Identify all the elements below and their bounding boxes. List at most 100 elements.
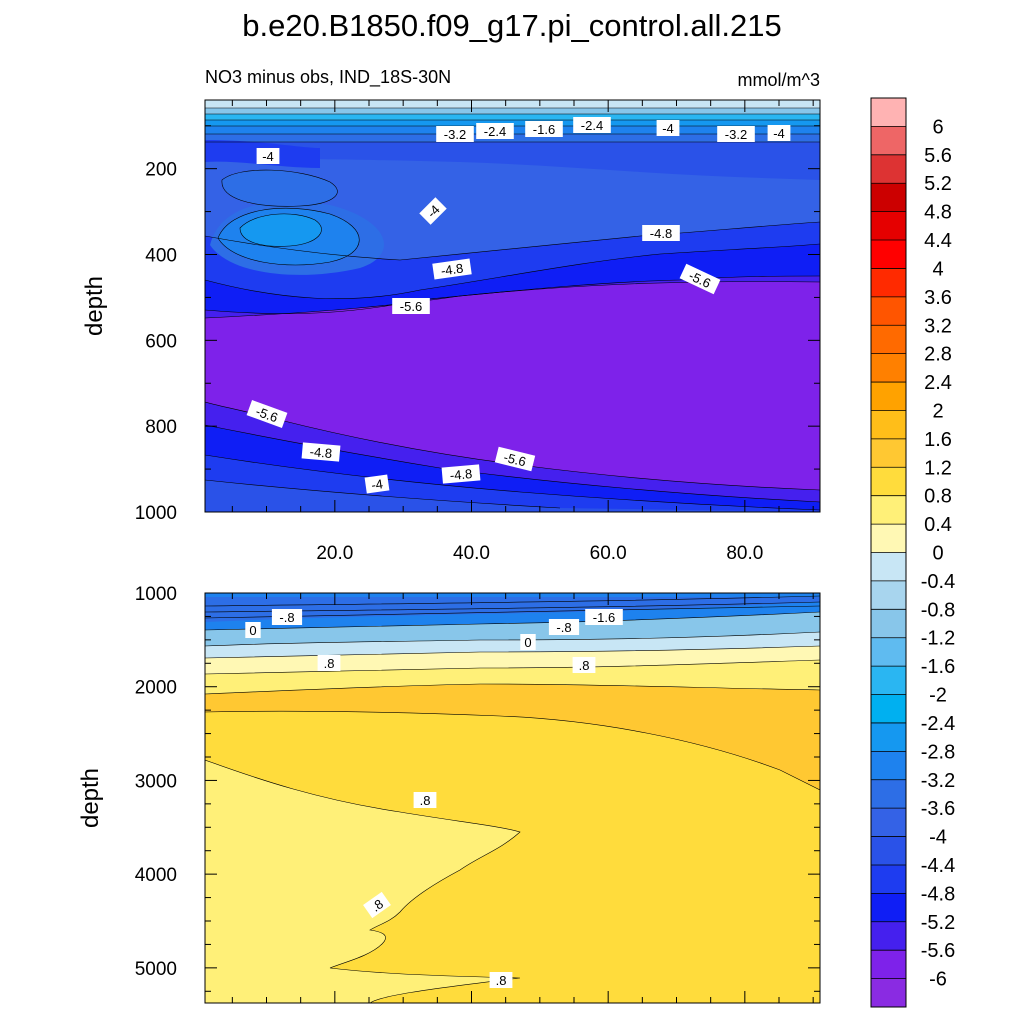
top-y-axis-label: depth bbox=[81, 276, 108, 336]
y-tick-label: 5000 bbox=[135, 959, 177, 980]
contour-label: -4 bbox=[256, 148, 280, 164]
colorbar-label: 5.2 bbox=[924, 173, 952, 195]
contour-label-box bbox=[520, 634, 536, 650]
x-tick-label: 60.0 bbox=[590, 543, 627, 564]
y-tick-label: 400 bbox=[145, 246, 177, 267]
contour-label-text: -2.4 bbox=[484, 124, 506, 139]
colorbar-label: -0.8 bbox=[921, 599, 955, 621]
top-x-tick-labels: 20.0 40.0 60.0 80.0 bbox=[316, 543, 763, 564]
colorbar-label: -2.4 bbox=[921, 713, 955, 735]
y-tick-label: 1000 bbox=[135, 584, 177, 605]
contour-label-box bbox=[548, 619, 580, 635]
contour-label-text: -.8 bbox=[556, 620, 571, 635]
contour-label-text: -1.6 bbox=[533, 122, 555, 137]
colorbar-label: -3.6 bbox=[921, 798, 955, 820]
x-tick-label: 40.0 bbox=[453, 543, 490, 564]
contour-label-text: -4 bbox=[662, 121, 674, 136]
fill-level-m04 bbox=[205, 632, 820, 658]
contour-label-text: -4.8 bbox=[650, 226, 672, 241]
contour-label-text: 0 bbox=[524, 635, 531, 650]
contour-label-box bbox=[301, 442, 341, 462]
fill-patch-m28 bbox=[240, 213, 322, 247]
contour-label: 0 bbox=[520, 634, 536, 650]
contour-label: .8 bbox=[413, 792, 437, 808]
colorbar-swatch bbox=[871, 893, 906, 923]
colorbar-label: -0.4 bbox=[921, 571, 955, 593]
y-tick-label: 4000 bbox=[135, 865, 177, 886]
fill-patch-m36-a bbox=[221, 170, 338, 207]
colorbar-swatch bbox=[871, 637, 906, 667]
colorbar-label: 1.2 bbox=[924, 457, 952, 479]
colorbar-swatch bbox=[871, 836, 906, 866]
colorbar-label: 1.6 bbox=[924, 429, 952, 451]
colorbar-frame bbox=[870, 97, 907, 1008]
x-tick-label: 80.0 bbox=[726, 543, 763, 564]
contour-label: -4.8 bbox=[642, 225, 680, 241]
contour-label: 0 bbox=[245, 622, 261, 638]
colorbar-swatch bbox=[871, 580, 906, 610]
contour-label-box bbox=[489, 972, 513, 988]
colorbar-label: 0.4 bbox=[924, 514, 952, 536]
contour-label-text: -4.8 bbox=[309, 444, 333, 461]
contour-label-box bbox=[392, 298, 430, 314]
contour-label-box bbox=[413, 792, 437, 808]
y-tick-label: 200 bbox=[145, 160, 177, 181]
colorbar-label: -6 bbox=[929, 969, 947, 991]
colorbar-swatch bbox=[871, 524, 906, 553]
top-y-tick-labels: 200 400 600 800 1000 bbox=[135, 160, 177, 524]
colorbar-label: 0.8 bbox=[924, 486, 952, 508]
colorbar-swatch bbox=[871, 382, 906, 411]
contour-label-box bbox=[441, 464, 481, 484]
colorbar-label: -2.8 bbox=[921, 741, 955, 763]
contour-label-text: -5.6 bbox=[254, 404, 280, 426]
y-tick-label: 800 bbox=[145, 417, 177, 438]
colorbar-swatch bbox=[871, 98, 906, 127]
contour-label: .8 bbox=[489, 972, 513, 988]
contour-label: -4 bbox=[364, 474, 390, 494]
contour-label-text: -.8 bbox=[279, 610, 294, 625]
x-tick-label: 20.0 bbox=[316, 543, 353, 564]
contour-label-text: -4 bbox=[370, 476, 384, 492]
contour-label: -5.6 bbox=[392, 298, 430, 314]
contour-label-box bbox=[656, 120, 680, 136]
colorbar-swatch bbox=[871, 296, 906, 326]
contour-label: -3.2 bbox=[436, 126, 474, 142]
contour-label: -3.2 bbox=[717, 126, 755, 142]
fill-level-m44-upper bbox=[205, 142, 820, 180]
contour-label: -1.6 bbox=[585, 609, 623, 625]
colorbar-label: 3.2 bbox=[924, 315, 952, 337]
contour-label: -5.6 bbox=[494, 446, 536, 472]
contour-label-box bbox=[572, 657, 596, 673]
colorbar-label: 2 bbox=[932, 400, 943, 422]
colorbar-swatch bbox=[871, 154, 906, 184]
colorbar-label: 2.4 bbox=[924, 372, 952, 394]
colorbar-swatch bbox=[871, 552, 906, 582]
top-axis-ticks bbox=[205, 100, 820, 513]
contour-label-box bbox=[245, 622, 261, 638]
colorbar-swatch bbox=[871, 808, 906, 838]
colorbar-swatch bbox=[871, 722, 906, 752]
chart-title: b.e20.B1850.f09_g17.pi_control.all.215 bbox=[242, 8, 782, 43]
top-contour-labels: -4 -3.2 -2.4 -1.6 -2.4 -4 -3.2 -4 -4 -4.8 -4.8 -5.6… bbox=[246, 117, 791, 494]
contour-label: -2.4 bbox=[476, 123, 514, 139]
colorbar-swatch bbox=[871, 126, 906, 156]
contour-label-text: -1.6 bbox=[593, 610, 615, 625]
bottom-contour-fill bbox=[205, 593, 820, 1003]
colorbar-swatch bbox=[871, 978, 906, 1008]
colorbar-swatch bbox=[871, 240, 906, 269]
contour-label-box bbox=[642, 225, 680, 241]
colorbar-label: -1.2 bbox=[921, 628, 955, 650]
fill-level-m04 bbox=[205, 100, 820, 108]
colorbar-swatch bbox=[871, 950, 906, 980]
contour-label-box bbox=[476, 123, 514, 139]
fill-level-12 bbox=[205, 684, 820, 790]
contour-label-box bbox=[717, 126, 755, 142]
contour-label: -4.8 bbox=[432, 258, 472, 280]
colorbar-label: -1.6 bbox=[921, 656, 955, 678]
colorbar-label: -3.2 bbox=[921, 770, 955, 792]
contour-label-box bbox=[246, 400, 288, 428]
colorbar-label: -4 bbox=[929, 827, 947, 849]
contour-label-text: -4.8 bbox=[440, 261, 464, 279]
colorbar-label: 5.6 bbox=[924, 145, 952, 167]
contour-label-text: -2.4 bbox=[581, 118, 603, 133]
